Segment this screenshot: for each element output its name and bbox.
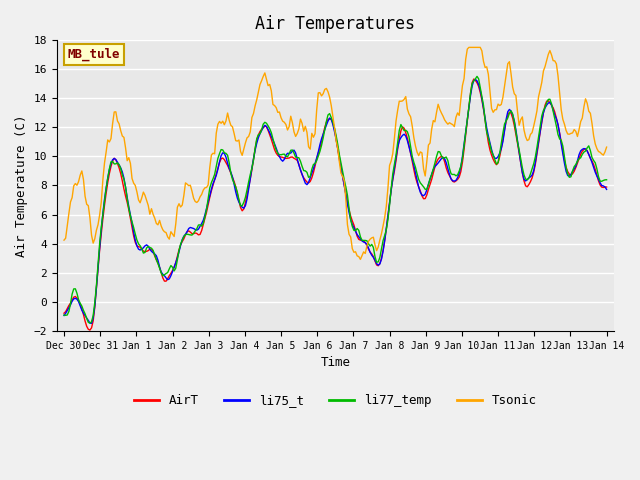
AirT <box>507 110 515 116</box>
li75_t <box>60 312 68 318</box>
AirT <box>470 76 477 82</box>
Line: li77_temp: li77_temp <box>64 76 607 323</box>
li77_temp <box>473 73 481 79</box>
Tsonic <box>222 118 230 124</box>
Tsonic <box>514 108 522 114</box>
li75_t <box>472 76 479 82</box>
li75_t <box>224 160 232 166</box>
Tsonic <box>465 45 473 50</box>
Line: li75_t: li75_t <box>64 79 607 324</box>
Line: AirT: AirT <box>64 79 607 330</box>
li77_temp <box>182 232 189 238</box>
Title: Air Temperatures: Air Temperatures <box>255 15 415 33</box>
AirT <box>67 300 74 306</box>
li75_t <box>67 302 74 308</box>
AirT <box>603 184 611 190</box>
Tsonic <box>507 71 515 77</box>
AirT <box>182 232 189 238</box>
li77_temp <box>603 177 611 182</box>
AirT <box>366 249 374 255</box>
li75_t <box>514 138 522 144</box>
Legend: AirT, li75_t, li77_temp, Tsonic: AirT, li75_t, li77_temp, Tsonic <box>129 389 541 412</box>
li77_temp <box>366 243 374 249</box>
li77_temp <box>224 153 232 158</box>
Tsonic <box>180 192 188 198</box>
AirT <box>514 141 522 146</box>
li77_temp <box>60 312 68 318</box>
Tsonic <box>603 144 611 150</box>
Y-axis label: Air Temperature (C): Air Temperature (C) <box>15 114 28 257</box>
Tsonic <box>366 236 374 242</box>
X-axis label: Time: Time <box>320 356 350 369</box>
Tsonic <box>60 237 68 243</box>
AirT <box>86 327 94 333</box>
Tsonic <box>67 199 74 205</box>
Text: MB_tule: MB_tule <box>68 48 120 61</box>
li75_t <box>88 321 95 326</box>
li75_t <box>507 108 515 114</box>
li75_t <box>366 250 374 255</box>
li77_temp <box>86 320 94 326</box>
AirT <box>224 163 232 168</box>
li77_temp <box>67 301 74 307</box>
Line: Tsonic: Tsonic <box>64 48 607 259</box>
li75_t <box>182 231 189 237</box>
li77_temp <box>507 108 515 114</box>
li75_t <box>603 187 611 192</box>
Tsonic <box>356 256 364 262</box>
li77_temp <box>514 139 522 144</box>
AirT <box>60 310 68 316</box>
